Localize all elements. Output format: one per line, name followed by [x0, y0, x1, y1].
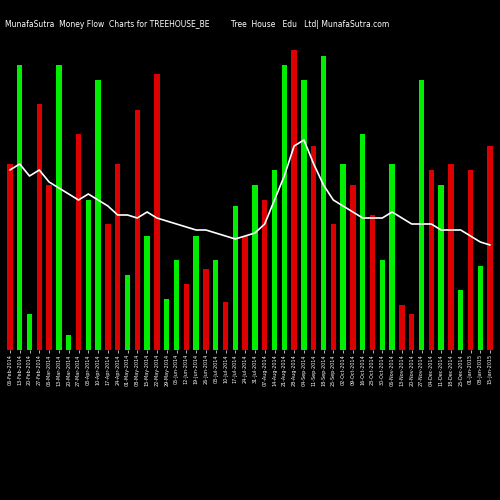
- Bar: [36, 104, 42, 350]
- Bar: [86, 200, 91, 350]
- Bar: [164, 299, 170, 350]
- Bar: [272, 170, 277, 350]
- Bar: [321, 56, 326, 350]
- Bar: [46, 185, 52, 350]
- Bar: [144, 236, 150, 350]
- Bar: [428, 170, 434, 350]
- Bar: [311, 146, 316, 350]
- Bar: [56, 65, 62, 350]
- Bar: [154, 74, 160, 350]
- Bar: [488, 146, 493, 350]
- Bar: [438, 185, 444, 350]
- Bar: [174, 260, 179, 350]
- Bar: [458, 290, 464, 350]
- Bar: [340, 164, 346, 350]
- Bar: [478, 266, 483, 350]
- Bar: [399, 305, 404, 350]
- Bar: [409, 314, 414, 350]
- Bar: [105, 224, 110, 350]
- Bar: [223, 302, 228, 350]
- Bar: [380, 260, 385, 350]
- Bar: [350, 185, 356, 350]
- Bar: [360, 134, 366, 350]
- Bar: [184, 284, 189, 350]
- Bar: [419, 80, 424, 350]
- Bar: [125, 275, 130, 350]
- Bar: [370, 215, 375, 350]
- Bar: [301, 80, 306, 350]
- Bar: [282, 65, 287, 350]
- Bar: [76, 134, 81, 350]
- Bar: [232, 206, 238, 350]
- Bar: [242, 236, 248, 350]
- Text: MunafaSutra  Money Flow  Charts for TREEHOUSE_BE         Tree  House   Edu   Ltd: MunafaSutra Money Flow Charts for TREEHO…: [5, 20, 389, 29]
- Bar: [134, 110, 140, 350]
- Bar: [262, 200, 268, 350]
- Bar: [203, 269, 208, 350]
- Bar: [468, 170, 473, 350]
- Bar: [213, 260, 218, 350]
- Bar: [252, 185, 258, 350]
- Bar: [115, 164, 120, 350]
- Bar: [66, 335, 71, 350]
- Bar: [7, 164, 12, 350]
- Bar: [27, 314, 32, 350]
- Bar: [96, 80, 101, 350]
- Bar: [292, 50, 297, 350]
- Bar: [448, 164, 454, 350]
- Bar: [390, 164, 395, 350]
- Bar: [17, 65, 22, 350]
- Bar: [330, 224, 336, 350]
- Bar: [194, 236, 199, 350]
